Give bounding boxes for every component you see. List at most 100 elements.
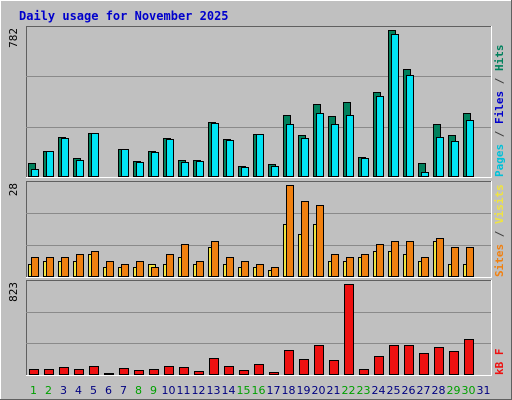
panel-visits-sites-legend: Sites / Visits <box>493 184 506 277</box>
bar-pages-day-21 <box>331 124 339 177</box>
legend-part: Pages <box>493 144 506 177</box>
bar-pages-day-23 <box>361 158 369 177</box>
bar-kb-f-day-19 <box>299 359 309 375</box>
x-tick-label-day-12: 12 <box>192 384 206 397</box>
legend-part: kB F <box>493 349 506 376</box>
x-tick-label-day-21: 21 <box>327 384 341 397</box>
x-tick-label-day-26: 26 <box>402 384 416 397</box>
bar-kb-f-day-18 <box>284 350 294 375</box>
legend-part: Sites <box>493 244 506 277</box>
bar-sites-day-9 <box>151 267 159 277</box>
bar-sites-day-12 <box>196 261 204 277</box>
bar-pages-day-2 <box>46 151 54 177</box>
bar-pages-day-14 <box>226 140 234 177</box>
bar-pages-day-25 <box>391 34 399 177</box>
bar-kb-f-day-29 <box>449 351 459 375</box>
bar-pages-day-30 <box>466 120 474 177</box>
x-tick-label-day-3: 3 <box>60 384 67 397</box>
bar-sites-day-7 <box>121 264 129 277</box>
bar-sites-day-29 <box>451 247 459 277</box>
bar-kb-f-day-20 <box>314 345 324 375</box>
x-tick-label-day-2: 2 <box>45 384 52 397</box>
x-tick-label-day-10: 10 <box>162 384 176 397</box>
bar-kb-f-day-13 <box>209 358 219 375</box>
bar-pages-day-22 <box>346 115 354 177</box>
bar-kb-f-day-9 <box>149 369 159 375</box>
bar-pages-day-8 <box>136 162 144 177</box>
bar-sites-day-2 <box>46 257 54 277</box>
x-tick-label-day-30: 30 <box>462 384 476 397</box>
bar-kb-f-day-22 <box>344 284 354 375</box>
bar-kb-f-day-28 <box>434 347 444 375</box>
bar-kb-f-day-26 <box>404 345 414 375</box>
bar-sites-day-19 <box>301 201 309 277</box>
panel-kbytes-ymax-label: 823 <box>7 282 20 302</box>
bar-pages-day-3 <box>61 138 69 177</box>
x-tick-label-day-23: 23 <box>357 384 371 397</box>
bar-kb-f-day-11 <box>179 367 189 375</box>
x-tick-label-day-4: 4 <box>75 384 82 397</box>
bar-sites-day-20 <box>316 205 324 277</box>
x-tick-label-day-17: 17 <box>267 384 281 397</box>
bar-pages-day-17 <box>271 166 279 177</box>
bar-pages-day-28 <box>436 137 444 177</box>
x-tick-label-day-9: 9 <box>150 384 157 397</box>
bar-kb-f-day-10 <box>164 366 174 375</box>
bar-sites-day-27 <box>421 257 429 277</box>
bar-kb-f-day-23 <box>359 369 369 375</box>
bar-pages-day-24 <box>376 96 384 177</box>
x-tick-label-day-13: 13 <box>207 384 221 397</box>
bar-pages-day-11 <box>181 162 189 177</box>
bar-pages-day-1 <box>31 169 39 177</box>
x-tick-label-day-16: 16 <box>252 384 266 397</box>
bar-sites-day-6 <box>106 261 114 277</box>
x-tick-label-day-8: 8 <box>135 384 142 397</box>
bar-sites-day-24 <box>376 244 384 277</box>
bar-kb-f-day-8 <box>134 370 144 375</box>
x-tick-label-day-15: 15 <box>237 384 251 397</box>
x-tick-label-day-24: 24 <box>372 384 386 397</box>
bar-sites-day-1 <box>31 257 39 277</box>
bar-pages-day-15 <box>241 167 249 177</box>
x-tick-label-day-7: 7 <box>120 384 127 397</box>
bar-pages-day-20 <box>316 113 324 177</box>
panel-hits-files-pages-legend: Pages / Files / Hits <box>493 45 506 178</box>
x-tick-label-day-1: 1 <box>30 384 37 397</box>
bar-pages-day-4 <box>76 160 84 177</box>
bar-kb-f-day-5 <box>89 366 99 375</box>
bar-pages-day-13 <box>211 123 219 177</box>
bar-sites-day-18 <box>286 185 294 277</box>
x-tick-label-day-29: 29 <box>447 384 461 397</box>
bar-pages-day-9 <box>151 152 159 177</box>
bar-kb-f-day-15 <box>239 370 249 375</box>
x-tick-label-day-22: 22 <box>342 384 356 397</box>
x-tick-label-day-31: 31 <box>477 384 491 397</box>
panel-kbytes-legend: kB F <box>493 349 506 376</box>
bar-sites-day-13 <box>211 241 219 277</box>
bar-sites-day-30 <box>466 247 474 277</box>
panel-hits-files-pages-ymax-label: 782 <box>7 28 20 48</box>
bar-sites-day-15 <box>241 261 249 277</box>
bar-pages-day-5 <box>91 133 99 177</box>
bar-sites-day-8 <box>136 261 144 277</box>
bar-sites-day-17 <box>271 267 279 277</box>
bar-pages-day-7 <box>121 149 129 177</box>
bar-kb-f-day-30 <box>464 339 474 375</box>
bar-pages-day-16 <box>256 134 264 177</box>
bar-pages-day-29 <box>451 141 459 177</box>
x-tick-label-day-27: 27 <box>417 384 431 397</box>
bar-sites-day-22 <box>346 257 354 277</box>
legend-part: / <box>493 224 506 244</box>
bar-sites-day-4 <box>76 254 84 277</box>
bar-sites-day-14 <box>226 257 234 277</box>
x-tick-label-day-19: 19 <box>297 384 311 397</box>
x-tick-label-day-14: 14 <box>222 384 236 397</box>
x-tick-label-day-6: 6 <box>105 384 112 397</box>
legend-part: Files <box>493 91 506 124</box>
bar-kb-f-day-2 <box>44 369 54 375</box>
bar-sites-day-21 <box>331 254 339 277</box>
x-tick-label-day-20: 20 <box>312 384 326 397</box>
bar-sites-day-5 <box>91 251 99 277</box>
bar-pages-day-27 <box>421 172 429 177</box>
